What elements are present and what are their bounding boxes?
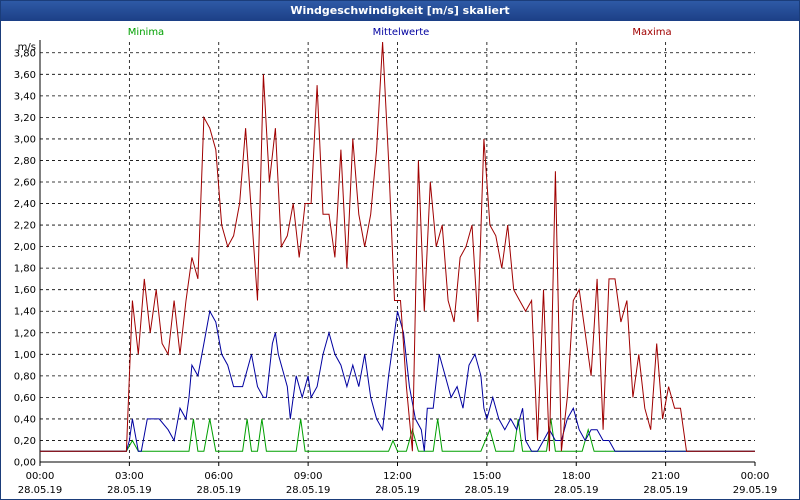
y-tick-label: 1,60 xyxy=(14,285,36,296)
x-tick-time: 09:00 xyxy=(294,471,323,482)
x-tick-date: 28.05.19 xyxy=(196,485,241,496)
legend: Minima Mittelwerte Maxima xyxy=(128,27,672,38)
y-tick-label: 0,40 xyxy=(14,414,36,425)
x-tick-time: 21:00 xyxy=(651,471,680,482)
series-lines xyxy=(40,41,755,452)
y-tick-label: 2,60 xyxy=(14,178,36,189)
y-tick-label: 3,00 xyxy=(14,134,36,145)
legend-entry-minima: Minima xyxy=(128,27,164,38)
y-tick-label: 1,80 xyxy=(14,264,36,275)
x-tick-date: 29.05.19 xyxy=(733,485,778,496)
y-tick-label: 0,60 xyxy=(14,393,36,404)
series-line-mittelwerte xyxy=(40,309,755,452)
y-tick-label: 2,40 xyxy=(14,199,36,210)
x-tick-time: 00:00 xyxy=(741,471,770,482)
y-tick-label: 0,00 xyxy=(14,458,36,469)
x-tick-date: 28.05.19 xyxy=(286,485,331,496)
x-tick-date: 28.05.19 xyxy=(465,485,510,496)
y-tick-label: 1,40 xyxy=(14,307,36,318)
y-tick-label: 3,80 xyxy=(14,48,36,59)
y-tick-label: 2,00 xyxy=(14,242,36,253)
x-tick-date: 28.05.19 xyxy=(107,485,152,496)
x-tick-time: 03:00 xyxy=(115,471,144,482)
y-tick-label: 1,00 xyxy=(14,350,36,361)
x-tick-time: 06:00 xyxy=(204,471,233,482)
x-tick-date: 28.05.19 xyxy=(375,485,420,496)
y-tick-label: 3,60 xyxy=(14,70,36,81)
y-tick-label: 3,20 xyxy=(14,113,36,124)
x-tick-time: 15:00 xyxy=(472,471,501,482)
x-tick-date: 28.05.19 xyxy=(643,485,688,496)
x-tick-time: 00:00 xyxy=(26,471,55,482)
legend-entry-mittelwerte: Mittelwerte xyxy=(373,27,430,38)
y-tick-label: 0,20 xyxy=(14,436,36,447)
grid-lines xyxy=(40,42,755,462)
y-tick-label: 0,80 xyxy=(14,371,36,382)
y-tick-labels: 0,00 0,20 0,40 0,60 0,80 1,00 1,20 1,40 1,60 1,80… xyxy=(14,42,36,469)
x-tick-time: 18:00 xyxy=(562,471,591,482)
y-tick-label: 2,80 xyxy=(14,156,36,167)
x-tick-date: 28.05.19 xyxy=(554,485,599,496)
axes xyxy=(39,40,756,466)
y-tick-label: 1,20 xyxy=(14,328,36,339)
y-axis-label: m/s xyxy=(18,42,36,53)
x-tick-time: 12:00 xyxy=(383,471,412,482)
x-tick-labels: 00:00 28.05.19 03:00 28.05.19 06:00 28.05.19 0… xyxy=(18,471,778,496)
series-line-minima xyxy=(40,418,755,452)
window-title: Windgeschwindigkeit [m/s] skaliert xyxy=(1,1,799,21)
legend-entry-maxima: Maxima xyxy=(632,27,671,38)
series-line-maxima xyxy=(40,41,755,452)
y-tick-label: 2,20 xyxy=(14,221,36,232)
x-tick-date: 28.05.19 xyxy=(18,485,63,496)
y-tick-label: 3,40 xyxy=(14,91,36,102)
